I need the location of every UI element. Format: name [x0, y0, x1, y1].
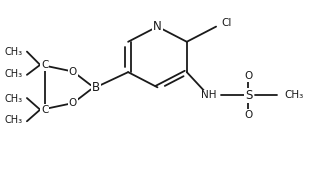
Text: CH₃: CH₃	[284, 90, 303, 100]
Text: O: O	[244, 110, 253, 120]
Text: Cl: Cl	[222, 18, 232, 28]
Text: S: S	[245, 89, 252, 102]
Text: B: B	[92, 81, 100, 94]
Text: NH: NH	[201, 90, 216, 100]
Text: CH₃: CH₃	[4, 48, 23, 57]
Text: O: O	[68, 67, 77, 77]
Text: CH₃: CH₃	[4, 115, 23, 125]
Text: O: O	[68, 98, 77, 107]
Text: CH₃: CH₃	[4, 69, 23, 79]
Text: C: C	[41, 105, 48, 115]
Text: C: C	[41, 60, 48, 70]
Text: N: N	[153, 20, 162, 33]
Text: O: O	[244, 71, 253, 81]
Text: CH₃: CH₃	[4, 94, 23, 104]
